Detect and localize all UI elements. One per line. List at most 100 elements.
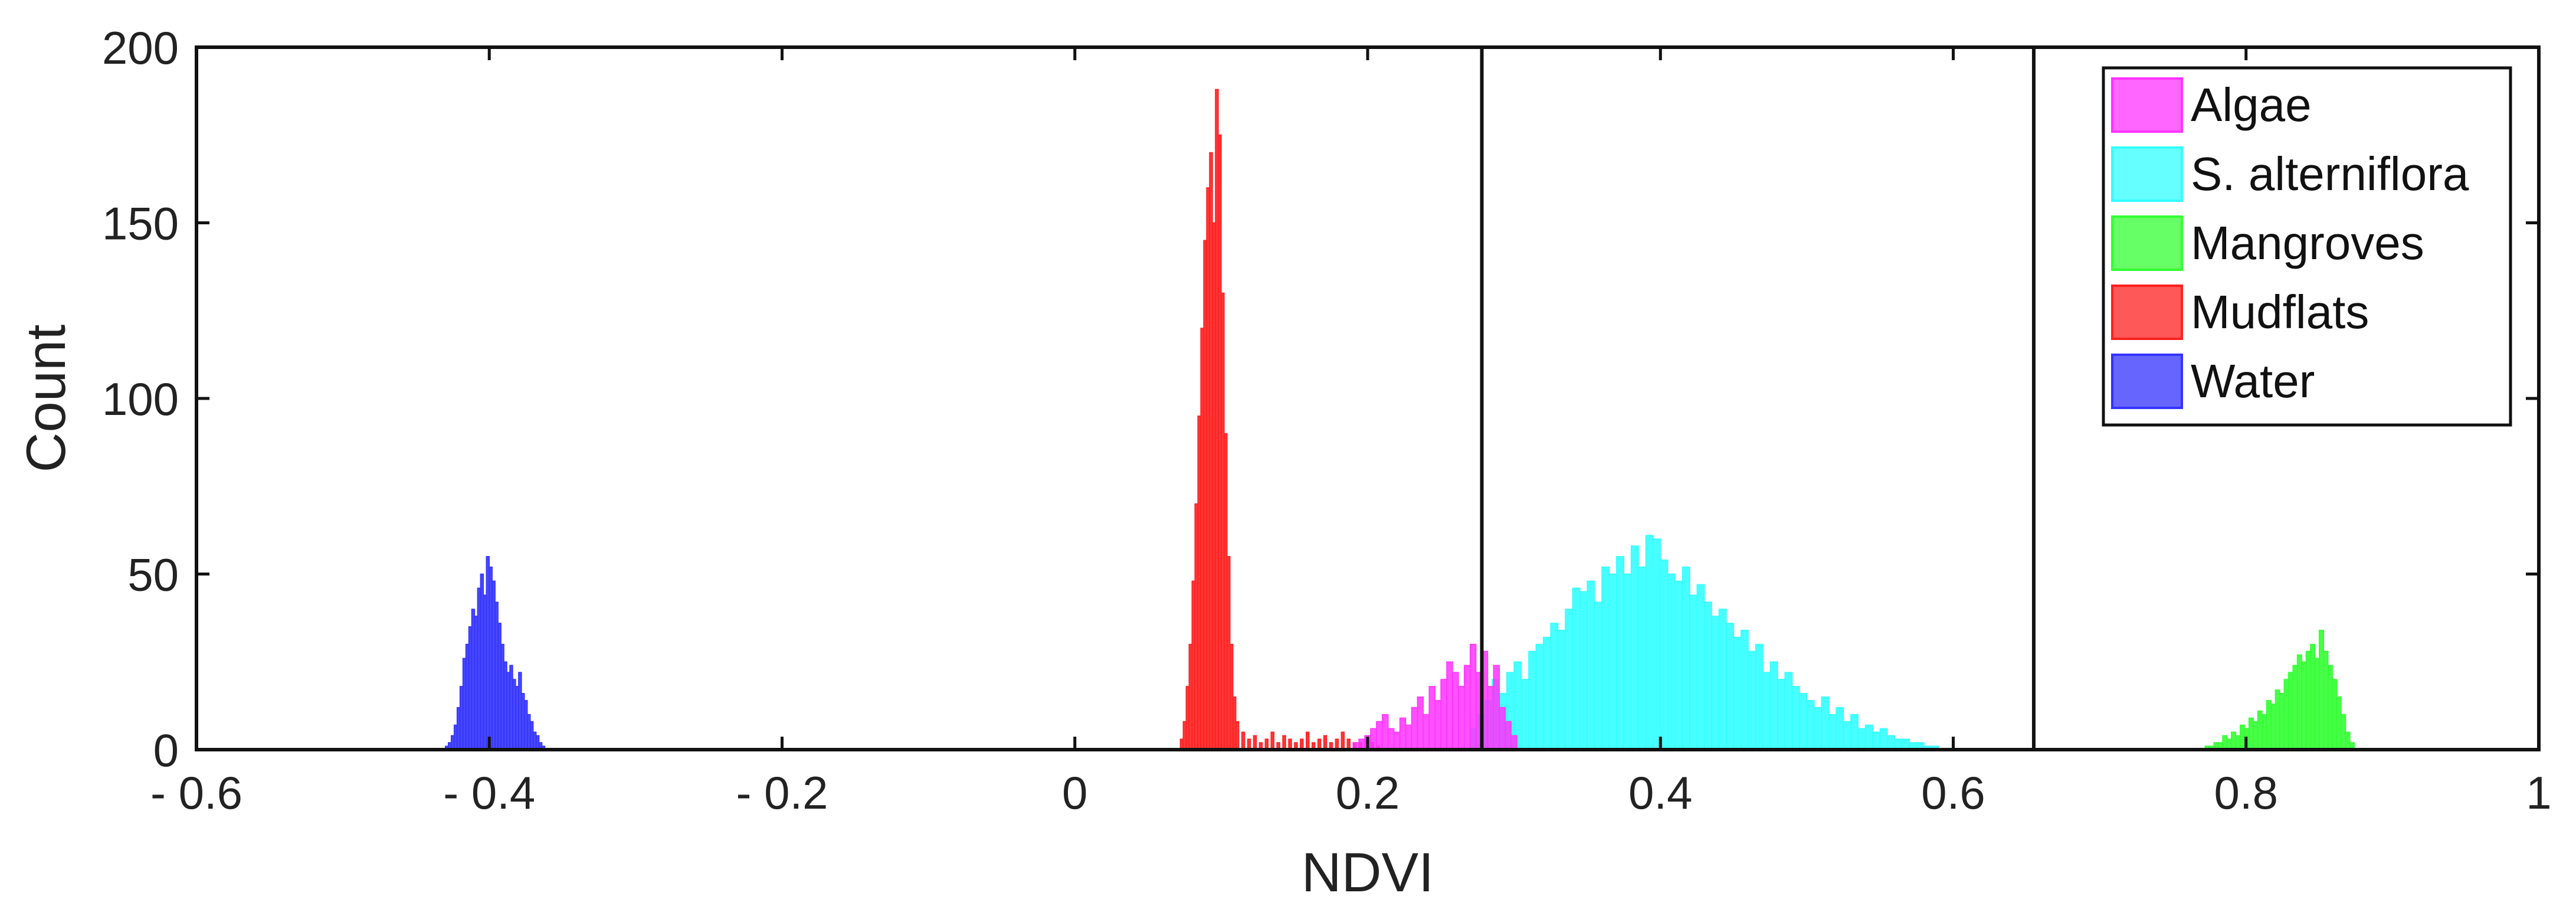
x-axis-label: NDVI <box>1302 841 1434 903</box>
bar-mangroves <box>2257 710 2263 750</box>
bar-mangroves <box>2314 658 2320 750</box>
x-tick-label: 0.2 <box>1336 767 1400 819</box>
y-tick-label: 150 <box>102 198 179 250</box>
x-tick-label: 0.4 <box>1628 767 1692 819</box>
histogram-bars <box>445 89 2355 750</box>
x-tick-label: - 0.4 <box>443 767 535 819</box>
bar-s-alterniflora <box>1616 556 1624 750</box>
legend-label: Water <box>2191 355 2315 407</box>
bar-s-alterniflora <box>1791 686 1800 750</box>
bar-mangroves <box>2279 693 2285 750</box>
bar-s-alterniflora <box>1864 724 1873 750</box>
bar-s-alterniflora <box>1726 623 1735 750</box>
legend-item-mudflats: Mudflats <box>2111 285 2369 340</box>
bar-algae <box>1376 721 1383 750</box>
y-tick-label: 200 <box>102 22 179 74</box>
y-tick-label: 50 <box>127 549 179 601</box>
bar-s-alterniflora <box>1623 573 1632 750</box>
bar-algae <box>1505 721 1512 750</box>
bar-mangroves <box>2270 703 2276 750</box>
bar-mangroves <box>2327 665 2333 750</box>
bar-algae <box>1469 643 1477 750</box>
bar-s-alterniflora <box>1653 538 1661 750</box>
bar-mangroves <box>2266 699 2272 750</box>
bar-s-alterniflora <box>1718 609 1727 750</box>
bar-s-alterniflora <box>1520 679 1529 750</box>
bar-mangroves <box>2231 731 2237 750</box>
bar-s-alterniflora <box>1755 643 1764 750</box>
bar-s-alterniflora <box>1711 616 1720 750</box>
bar-mangroves <box>2292 665 2298 750</box>
bar-s-alterniflora <box>1806 699 1815 750</box>
y-tick-label: 0 <box>153 724 179 776</box>
bar-s-alterniflora <box>1843 721 1851 750</box>
y-axis-label: Count <box>15 325 77 473</box>
bar-s-alterniflora <box>1587 580 1595 750</box>
bar-s-alterniflora <box>1682 566 1690 750</box>
bar-mangroves <box>2235 735 2241 750</box>
x-tick-label: 1 <box>2526 767 2551 819</box>
bar-algae <box>1458 686 1465 750</box>
y-tick-label: 100 <box>102 373 179 425</box>
bar-s-alterniflora <box>1836 707 1844 750</box>
legend-swatch <box>2111 215 2183 271</box>
bar-algae <box>1423 714 1430 750</box>
bar-mangroves <box>2283 679 2289 750</box>
bar-algae <box>1393 731 1401 750</box>
bar-mudflats <box>1241 731 1246 750</box>
threshold-lines <box>1480 47 2036 750</box>
series-water <box>445 556 546 750</box>
bar-s-alterniflora <box>1565 609 1574 750</box>
bar-algae <box>1405 724 1412 750</box>
bar-mudflats <box>1323 735 1328 750</box>
x-tick-label: 0 <box>1062 767 1087 819</box>
bar-algae <box>1382 714 1389 750</box>
bar-mangroves <box>2296 654 2302 750</box>
bar-mudflats <box>1253 735 1257 750</box>
bar-mangroves <box>2332 679 2338 750</box>
series-mangroves <box>2204 629 2355 750</box>
x-tick-label: 0.6 <box>1921 767 1985 819</box>
bar-mangroves <box>2345 731 2351 750</box>
legend-item-algae: Algae <box>2111 77 2312 133</box>
bar-mangroves <box>2248 717 2254 750</box>
x-tick-label: - 0.6 <box>150 767 242 819</box>
bar-mangroves <box>2301 661 2307 750</box>
bar-mangroves <box>2336 697 2342 750</box>
bar-s-alterniflora <box>1814 707 1822 750</box>
bar-algae <box>1399 717 1407 750</box>
bar-algae <box>1434 699 1441 750</box>
bar-mudflats <box>1235 721 1240 750</box>
bar-mangroves <box>2310 643 2316 750</box>
bar-algae <box>1487 686 1495 750</box>
bar-s-alterniflora <box>1821 697 1830 750</box>
bar-s-alterniflora <box>1850 714 1859 750</box>
series-s-alterniflora <box>1469 535 1939 750</box>
bar-algae <box>1493 665 1500 750</box>
legend-label: S. alterniflora <box>2191 148 2469 200</box>
bar-algae <box>1411 707 1418 750</box>
bar-s-alterniflora <box>1660 559 1669 750</box>
bar-s-alterniflora <box>1879 728 1888 750</box>
bar-s-alterniflora <box>1601 566 1610 750</box>
series-algae <box>1352 643 1518 750</box>
legend-label: Mudflats <box>2191 286 2369 338</box>
legend-swatch <box>2111 354 2183 409</box>
bar-s-alterniflora <box>1703 601 1712 750</box>
bar-s-alterniflora <box>1550 623 1559 750</box>
bar-s-alterniflora <box>1857 728 1866 750</box>
bar-s-alterniflora <box>1740 629 1749 750</box>
series-mudflats <box>1179 89 1380 750</box>
bar-mudflats <box>1341 731 1345 750</box>
legend-item-mangroves: Mangroves <box>2111 215 2424 271</box>
bar-mangroves <box>2287 672 2293 750</box>
bar-s-alterniflora <box>1689 594 1698 750</box>
bar-mudflats <box>1306 731 1310 750</box>
bar-algae <box>1370 728 1377 750</box>
bar-algae <box>1464 665 1471 750</box>
bar-s-alterniflora <box>1769 661 1778 750</box>
bar-algae <box>1452 672 1459 750</box>
bar-mangroves <box>2240 724 2246 750</box>
legend-swatch <box>2111 146 2183 202</box>
